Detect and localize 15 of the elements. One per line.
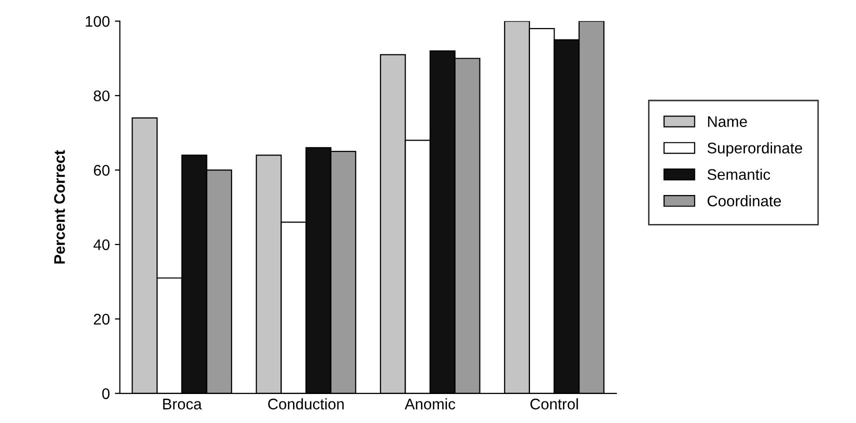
y-axis-title: Percent Correct (54, 150, 65, 264)
x-tick-label: Control (530, 398, 578, 410)
legend-label: Superordinate (708, 142, 802, 156)
y-tick-label: 40 (93, 239, 110, 250)
y-tick-label: 60 (94, 164, 110, 176)
legend-label: Semantic (708, 168, 770, 180)
y-tick-label: 0 (102, 388, 110, 400)
y-tick-label: 100 (86, 16, 110, 27)
x-tick-label: Conduction (268, 398, 344, 410)
legend-label: Coordinate (708, 195, 781, 206)
y-tick-label: 80 (94, 90, 110, 102)
y-tick-label: 20 (94, 314, 110, 325)
x-tick-label: Broca (163, 398, 202, 410)
legend-label: Name (708, 116, 747, 128)
x-tick-label: Anomic (404, 398, 456, 410)
